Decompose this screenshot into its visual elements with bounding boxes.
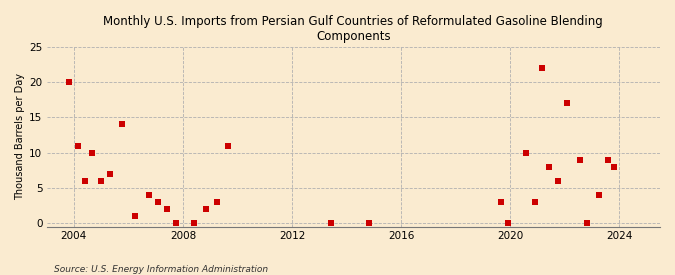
Point [73,143,84,148]
Point [86,150,97,155]
Point [153,200,163,204]
Point [502,221,513,225]
Point [64,80,75,84]
Y-axis label: Thousand Barrels per Day: Thousand Barrels per Day [15,73,25,200]
Point [364,221,375,225]
Point [162,207,173,211]
Point [520,150,531,155]
Point [105,172,115,176]
Point [582,221,593,225]
Point [537,66,547,70]
Point [325,221,336,225]
Title: Monthly U.S. Imports from Persian Gulf Countries of Reformulated Gasoline Blendi: Monthly U.S. Imports from Persian Gulf C… [103,15,603,43]
Point [130,214,140,218]
Point [171,221,182,225]
Point [495,200,506,204]
Point [602,158,613,162]
Point [552,178,563,183]
Point [96,178,107,183]
Point [593,193,604,197]
Point [562,101,572,106]
Point [80,178,90,183]
Point [116,122,127,127]
Point [543,164,554,169]
Point [143,193,154,197]
Point [223,143,234,148]
Point [530,200,541,204]
Point [189,221,200,225]
Point [200,207,211,211]
Text: Source: U.S. Energy Information Administration: Source: U.S. Energy Information Administ… [54,265,268,274]
Point [609,164,620,169]
Point [575,158,586,162]
Point [211,200,222,204]
